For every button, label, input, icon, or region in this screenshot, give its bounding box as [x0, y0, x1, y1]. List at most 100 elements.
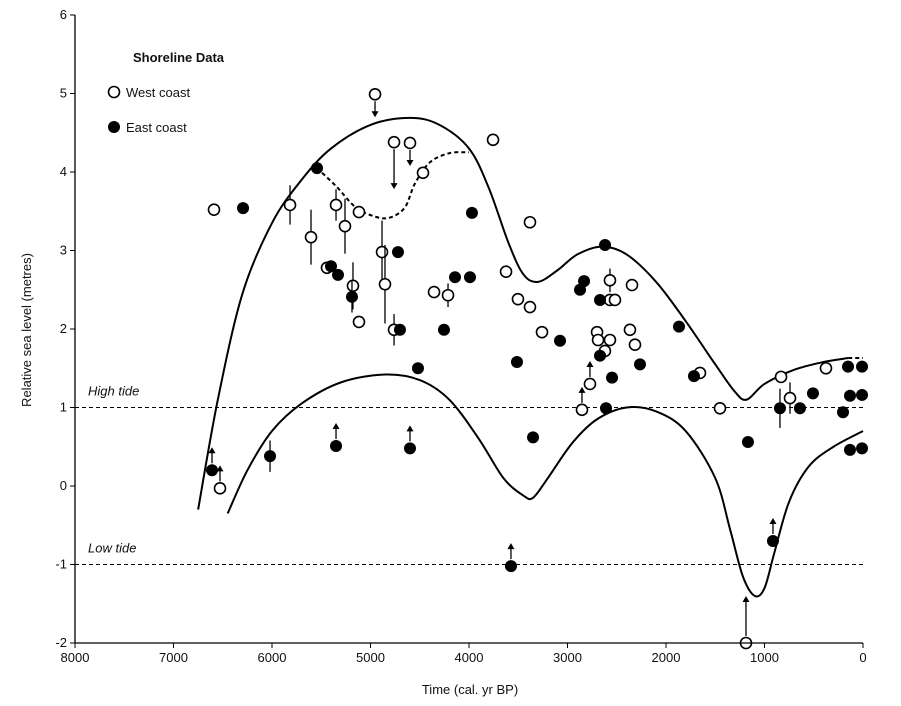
east-coast-point: [403, 442, 416, 455]
west-coast-point: [403, 136, 417, 150]
west-coast-point: [591, 333, 605, 347]
west-coast-point: [387, 135, 401, 149]
x-tick-label: 3000: [553, 650, 582, 665]
x-tick-label: 7000: [159, 650, 188, 665]
west-coast-point: [416, 166, 430, 180]
west-coast-point: [623, 323, 637, 337]
legend-open-circle-icon: [107, 85, 121, 99]
data-points: [206, 87, 869, 650]
east-coast-point: [600, 402, 613, 415]
x-tick-label: 5000: [356, 650, 385, 665]
west-coast-point: [486, 133, 500, 147]
y-tick-label: -1: [55, 557, 67, 572]
east-coast-point: [856, 442, 869, 455]
east-coast-point: [793, 402, 806, 415]
x-tick-label: 8000: [61, 650, 90, 665]
east-coast-point: [411, 362, 424, 375]
west-coast-point: [283, 198, 297, 212]
east-coast-point: [578, 275, 591, 288]
west-coast-point: [338, 219, 352, 233]
curve-lower-envelope: [226, 373, 864, 598]
east-coast-point: [673, 320, 686, 333]
west-coast-point: [375, 245, 389, 259]
y-tick-label: 3: [60, 243, 67, 258]
east-coast-point: [741, 436, 754, 449]
west-coast-point: [368, 87, 382, 101]
west-coast-point: [511, 292, 525, 306]
east-coast-point: [856, 360, 869, 373]
east-coast-point: [449, 271, 462, 284]
west-coast-point: [352, 315, 366, 329]
east-coast-point: [391, 246, 404, 259]
west-coast-point: [603, 333, 617, 347]
arrow-up-icon: [332, 422, 340, 429]
tide-label: Low tide: [88, 541, 136, 556]
east-coast-point: [345, 290, 358, 303]
arrow-down-icon: [371, 111, 379, 118]
west-coast-point: [535, 325, 549, 339]
west-coast-point: [329, 198, 343, 212]
east-coast-point: [465, 206, 478, 219]
x-tick-label: 6000: [258, 650, 287, 665]
east-coast-point: [599, 239, 612, 252]
x-tick-label: 2000: [652, 650, 681, 665]
east-coast-point: [594, 349, 607, 362]
curve-upper-envelope: [197, 116, 849, 510]
east-coast-point: [437, 323, 450, 336]
arrow-up-icon: [507, 543, 515, 550]
y-tick-label: 0: [60, 478, 67, 493]
axes: -2 -1 0 1 2 3 4 5 6 8000 7000 6000 5000 4000 3000 2000 1…: [55, 7, 866, 665]
west-coast-point: [783, 391, 797, 405]
y-tick-label: 2: [60, 321, 67, 336]
west-coast-point: [603, 274, 617, 287]
west-coast-point: [207, 203, 221, 216]
west-coast-point: [713, 401, 727, 415]
west-coast-point: [427, 285, 441, 299]
west-coast-point: [625, 278, 639, 292]
west-coast-point: [213, 482, 227, 495]
west-coast-point: [628, 338, 642, 352]
envelope-curves: [197, 116, 864, 598]
east-coast-point: [633, 358, 646, 371]
west-coast-point: [441, 288, 455, 302]
east-coast-point: [554, 334, 567, 347]
west-coast-point: [304, 230, 318, 244]
east-coast-point: [766, 534, 779, 547]
x-axis-label: Time (cal. yr BP): [422, 682, 518, 697]
east-coast-point: [463, 271, 476, 284]
y-tick-label: 6: [60, 7, 67, 22]
east-coast-point: [843, 389, 856, 402]
east-coast-point: [837, 406, 850, 419]
curve-alternative-upper: [316, 151, 470, 220]
x-tick-label: 0: [859, 650, 866, 665]
arrow-up-icon: [216, 465, 224, 472]
y-tick-label: 1: [60, 400, 67, 415]
east-coast-point: [325, 260, 338, 273]
west-coast-point: [774, 370, 788, 384]
west-coast-point: [352, 205, 366, 219]
arrow-up-icon: [406, 425, 414, 432]
legend-label-east: East coast: [126, 120, 187, 135]
y-axis-label: Relative sea level (metres): [19, 253, 34, 407]
west-coast-point: [608, 293, 622, 307]
east-coast-point: [843, 443, 856, 456]
west-coast-point: [819, 361, 833, 375]
legend-title: Shoreline Data: [133, 50, 225, 65]
arrow-up-icon: [769, 517, 777, 524]
east-coast-point: [264, 450, 277, 463]
west-coast-point: [523, 300, 537, 314]
arrow-up-icon: [578, 386, 586, 393]
west-coast-point: [583, 377, 597, 391]
east-coast-point: [773, 402, 786, 415]
east-coast-point: [594, 293, 607, 306]
west-coast-point: [499, 265, 513, 278]
arrow-up-icon: [586, 360, 594, 367]
legend-label-west: West coast: [126, 85, 190, 100]
arrow-up-icon: [742, 596, 750, 602]
east-coast-point: [842, 360, 855, 373]
west-coast-point: [346, 279, 360, 293]
east-coast-point: [806, 387, 819, 400]
legend-filled-circle-icon: [108, 121, 120, 133]
east-coast-point: [330, 439, 343, 452]
